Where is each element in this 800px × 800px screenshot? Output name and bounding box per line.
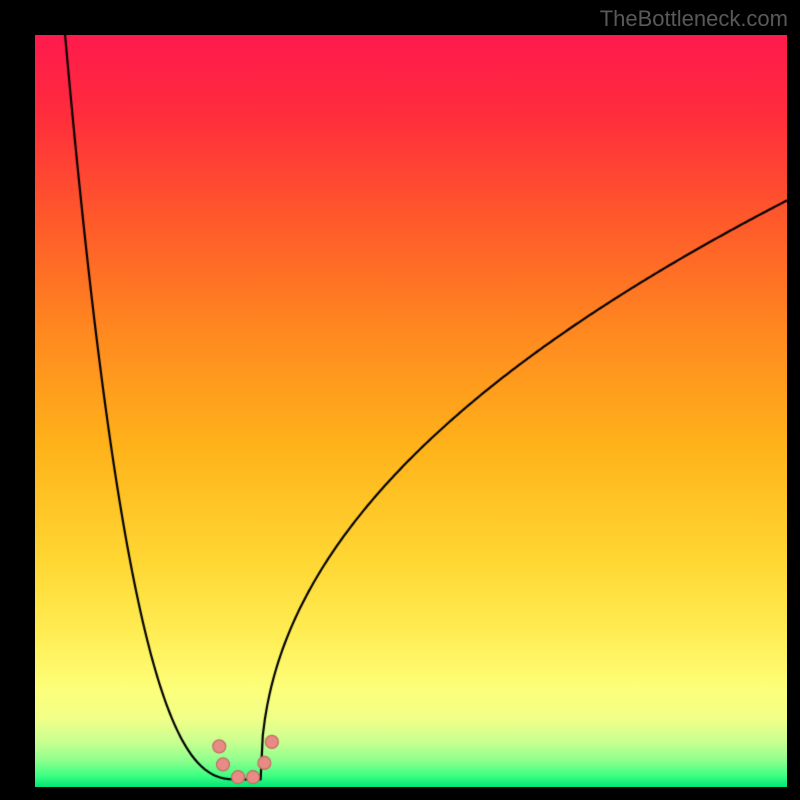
bottleneck-curve-canvas <box>35 35 787 787</box>
chart-plot-area <box>35 35 787 787</box>
watermark-text: TheBottleneck.com <box>600 6 788 32</box>
chart-stage: TheBottleneck.com <box>0 0 800 800</box>
